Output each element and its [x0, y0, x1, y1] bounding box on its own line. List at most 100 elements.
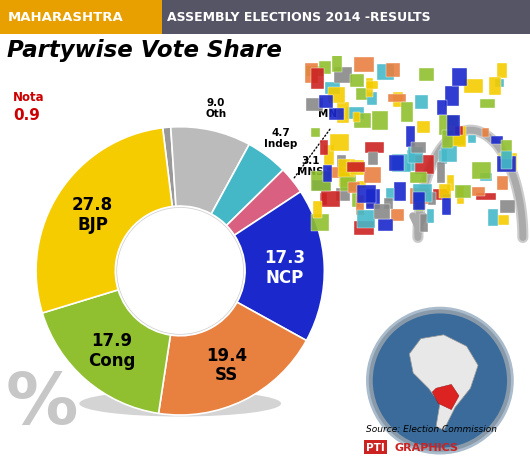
Bar [445, 87, 460, 107]
Bar [392, 209, 404, 221]
Bar [339, 174, 352, 188]
Bar [489, 210, 498, 226]
Bar [392, 155, 411, 172]
Text: MAHARASHTRA: MAHARASHTRA [8, 11, 123, 24]
Bar [439, 116, 458, 136]
Bar [355, 221, 374, 236]
Bar [338, 160, 355, 177]
Bar [330, 109, 343, 120]
Bar [438, 185, 450, 198]
Bar [326, 168, 346, 179]
Bar [347, 163, 365, 172]
Bar [319, 62, 331, 74]
Text: 3.1
MNS: 3.1 MNS [297, 156, 324, 177]
Bar [407, 127, 416, 148]
Bar [489, 78, 501, 96]
Bar [455, 186, 471, 198]
Bar [346, 108, 364, 120]
Bar [366, 191, 374, 207]
Bar [348, 183, 359, 194]
Text: Nota: Nota [13, 91, 45, 104]
Bar [414, 156, 434, 175]
Text: MNS: MNS [319, 109, 345, 119]
Bar [356, 196, 364, 216]
Bar [340, 173, 356, 192]
Bar [320, 194, 327, 206]
Bar [482, 129, 489, 138]
Bar [419, 69, 434, 82]
Bar [365, 168, 381, 184]
Bar [366, 79, 373, 98]
Bar [305, 99, 323, 111]
Bar [409, 148, 422, 164]
Wedge shape [158, 303, 306, 415]
Text: 9.0
Oth: 9.0 Oth [206, 98, 227, 119]
Bar [325, 83, 340, 95]
Bar [336, 188, 350, 202]
Text: 27.8
BJP: 27.8 BJP [72, 196, 113, 233]
Bar [354, 113, 372, 129]
Bar [442, 130, 453, 149]
Bar [311, 69, 324, 90]
Bar [313, 202, 322, 218]
Bar [413, 185, 432, 203]
Bar [410, 173, 427, 184]
Bar [464, 80, 483, 94]
Bar [413, 193, 425, 211]
Bar [355, 58, 374, 73]
Bar [386, 189, 394, 201]
Wedge shape [163, 128, 176, 207]
Text: GRAPHICS: GRAPHICS [395, 442, 459, 452]
Wedge shape [211, 145, 283, 226]
Bar [374, 205, 390, 219]
Bar [324, 146, 334, 165]
Bar [494, 79, 504, 88]
Bar [432, 190, 449, 201]
Bar [394, 182, 406, 202]
Wedge shape [42, 290, 171, 414]
Bar [472, 162, 491, 179]
Bar [476, 193, 496, 201]
Bar [450, 127, 466, 148]
Bar [366, 189, 379, 210]
Text: %: % [5, 369, 78, 438]
Bar [500, 151, 512, 169]
Bar [499, 215, 509, 226]
Bar [378, 219, 393, 231]
Text: Source: Election Commission: Source: Election Commission [366, 424, 497, 433]
Bar [365, 143, 384, 154]
Text: Partywise Vote Share: Partywise Vote Share [7, 39, 282, 61]
Bar [321, 191, 340, 208]
Text: 4.7
Indep: 4.7 Indep [264, 128, 298, 149]
Bar [427, 209, 434, 224]
Text: 0.9: 0.9 [13, 108, 40, 123]
Bar [447, 116, 460, 136]
Bar [328, 88, 346, 103]
Bar [420, 214, 428, 233]
Bar [411, 143, 426, 154]
Bar [450, 133, 465, 146]
Bar [472, 188, 485, 197]
Text: 19.4
SS: 19.4 SS [206, 346, 247, 384]
Bar [311, 214, 330, 231]
Bar [499, 153, 517, 172]
Bar [407, 151, 414, 172]
Wedge shape [226, 170, 301, 236]
Bar [311, 172, 331, 191]
Bar [480, 173, 492, 182]
Circle shape [117, 208, 244, 335]
Text: 17.3
NCP: 17.3 NCP [264, 248, 305, 286]
Bar [337, 155, 346, 173]
Bar [366, 82, 378, 89]
Ellipse shape [80, 391, 281, 416]
Bar [393, 93, 403, 108]
Bar [441, 147, 456, 163]
Bar [353, 113, 360, 123]
Bar [367, 93, 377, 106]
Bar [491, 137, 502, 145]
Ellipse shape [144, 241, 188, 273]
Bar [357, 181, 366, 189]
Bar [312, 181, 331, 192]
Bar [357, 210, 375, 228]
Bar [387, 95, 406, 102]
